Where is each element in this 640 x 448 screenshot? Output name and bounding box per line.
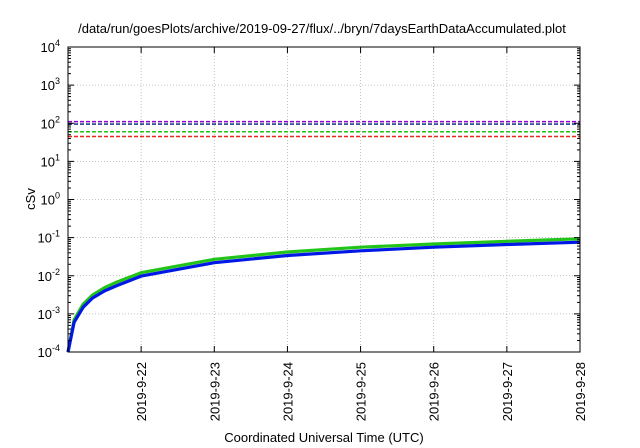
data-series: [66, 237, 581, 353]
y-tick-label: 102: [41, 114, 60, 131]
x-axis-label: Coordinated Universal Time (UTC): [224, 430, 423, 445]
x-tick-label: 2019-9-28: [573, 362, 588, 421]
x-tick-label: 2019-9-24: [280, 362, 295, 421]
grid: [68, 47, 580, 352]
y-axis: 10-4 10-3 10-2 10-1 100 101 102 103 104: [38, 38, 580, 360]
x-tick-label: 2019-9-27: [500, 362, 515, 421]
threshold-lines: [68, 120, 580, 138]
y-tick-label: 10-4: [38, 343, 60, 360]
data-series-line: [66, 237, 581, 353]
x-axis: 2019-9-22 2019-9-23 2019-9-24 2019-9-25 2019…: [134, 47, 588, 421]
y-axis-label: cSv: [23, 188, 38, 210]
y-tick-label: 10-3: [38, 305, 60, 322]
x-tick-label: 2019-9-23: [207, 362, 222, 421]
y-tick-label: 103: [41, 76, 60, 93]
y-tick-label: 101: [41, 152, 60, 169]
y-tick-label: 10-2: [38, 267, 60, 284]
chart-title: /data/run/goesPlots/archive/2019-09-27/f…: [78, 21, 566, 36]
y-tick-label: 100: [41, 191, 60, 208]
y-tick-label: 104: [41, 38, 60, 55]
x-tick-label: 2019-9-26: [427, 362, 442, 421]
y-tick-label: 10-1: [38, 229, 60, 246]
x-tick-label: 2019-9-25: [354, 362, 369, 421]
x-tick-label: 2019-9-22: [134, 362, 149, 421]
data-series-line: [66, 240, 581, 353]
